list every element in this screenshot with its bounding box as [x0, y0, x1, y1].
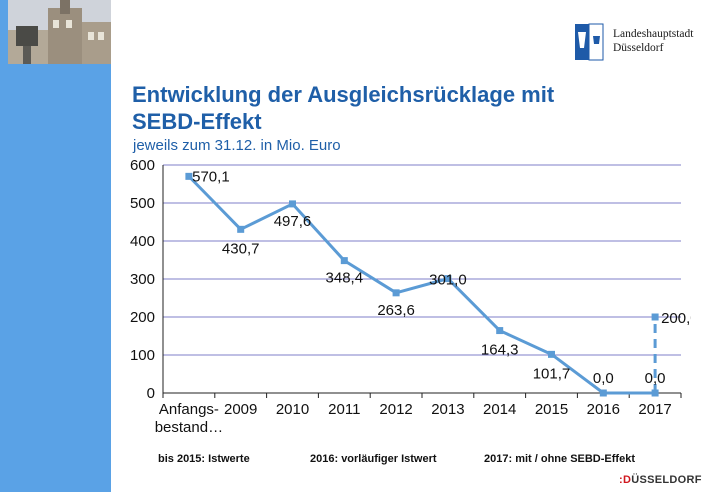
data-point-marker — [185, 172, 193, 180]
x-tick-label: bestand… — [155, 419, 223, 436]
data-label: 430,7 — [222, 240, 260, 257]
data-point-marker — [444, 275, 452, 283]
y-tick-label: 200 — [130, 309, 155, 326]
data-point-marker — [237, 225, 245, 233]
sidebar-band — [0, 0, 111, 492]
x-tick-label: 2012 — [379, 401, 412, 418]
x-tick-label: 2009 — [224, 401, 257, 418]
data-label: 348,4 — [326, 270, 364, 287]
data-point-marker — [651, 389, 659, 397]
data-point-marker — [599, 389, 607, 397]
x-tick-label: 2016 — [587, 401, 620, 418]
data-point-marker — [651, 313, 659, 321]
reserve-line-chart: 0 100 200 300 400 500 600 Anfangs-bestand…2009 2… — [130, 157, 691, 436]
brand-rest: ÜSSELDORF — [631, 474, 702, 486]
x-tick-label: 2011 — [328, 401, 360, 418]
footnote-sebd: 2017: mit / ohne SEBD-Effekt — [484, 453, 635, 465]
data-label: 164,3 — [481, 342, 519, 359]
data-point-marker — [340, 257, 348, 265]
x-tick-label: 2015 — [535, 401, 568, 418]
x-tick-label: 2013 — [431, 401, 464, 418]
data-point-marker — [289, 200, 296, 208]
duesseldorf-brand-logo: :DÜSSELDORF — [619, 474, 702, 486]
chart-subtitle: jeweils zum 31.12. in Mio. Euro — [133, 137, 341, 154]
data-point-marker — [496, 327, 504, 335]
city-coat-of-arms-logo — [569, 22, 609, 62]
brand-prefix: :D — [619, 474, 632, 486]
chart-title-line2: SEBD-Effekt — [132, 109, 262, 134]
footnote-actuals: bis 2015: Istwerte — [158, 453, 250, 465]
data-label: 101,7 — [533, 365, 571, 382]
data-label: 301,0 — [429, 272, 467, 289]
footnote-preliminary: 2016: vorläufiger Istwert — [310, 453, 437, 465]
data-point-marker — [548, 350, 555, 358]
x-tick-label: Anfangs- — [159, 401, 219, 418]
data-point-marker — [392, 289, 400, 297]
y-tick-label: 300 — [130, 271, 155, 288]
y-tick-label: 100 — [130, 347, 155, 364]
y-tick-label: 500 — [130, 195, 155, 212]
org-name-line2: Düsseldorf — [613, 42, 664, 54]
data-label: 497,6 — [274, 213, 312, 230]
chart-title-line1: Entwicklung der Ausgleichsrücklage mit — [132, 82, 555, 107]
y-tick-label: 0 — [147, 385, 155, 402]
data-label: 0,0 — [645, 370, 666, 387]
town-hall-photo — [8, 0, 111, 64]
x-tick-label: 2010 — [276, 401, 309, 418]
data-label: 263,6 — [377, 302, 415, 319]
chart-title: Entwicklung der Ausgleichsrücklage mit S… — [132, 81, 632, 135]
series-line — [187, 175, 656, 395]
y-tick-label: 600 — [130, 157, 155, 174]
data-label: 0,0 — [593, 370, 614, 387]
org-name-line1: Landeshauptstadt — [613, 28, 694, 40]
data-label: 200,0 — [661, 310, 691, 327]
x-tick-label: 2014 — [483, 401, 516, 418]
data-label: 570,1 — [192, 168, 230, 185]
y-tick-label: 400 — [130, 233, 155, 250]
x-tick-label: 2017 — [638, 401, 671, 418]
city-name-logo-text: Landeshauptstadt Düsseldorf — [613, 27, 693, 55]
